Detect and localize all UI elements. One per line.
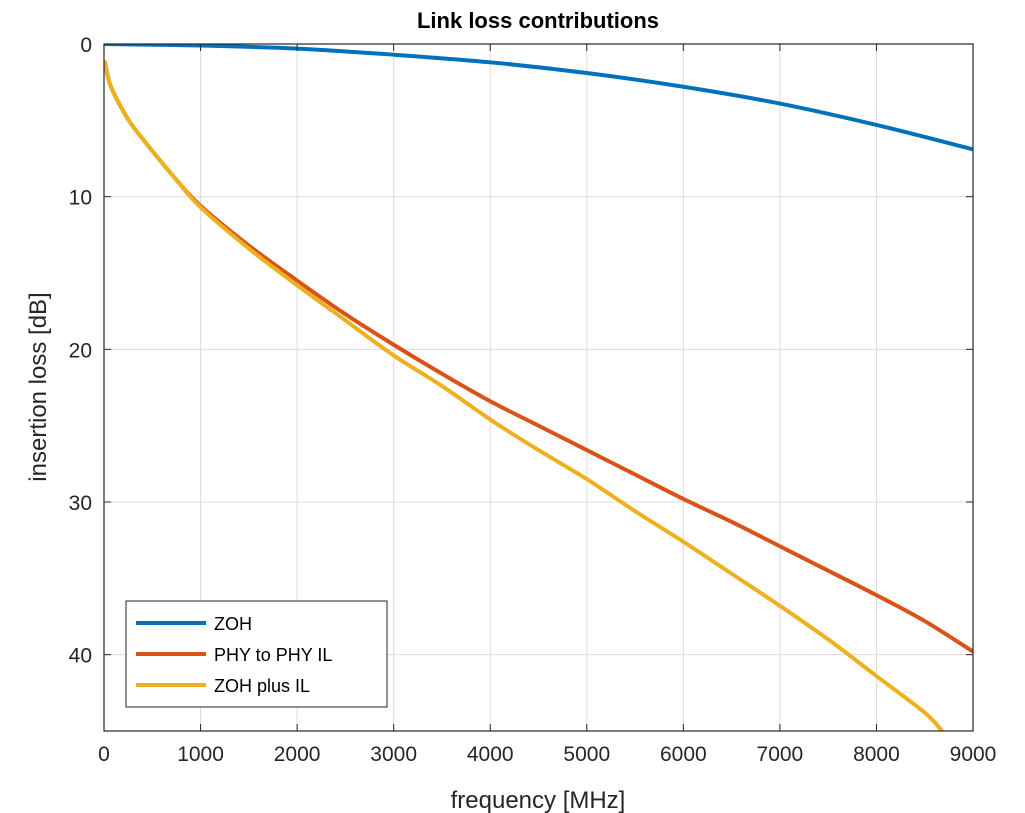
axis-ticks [103, 43, 974, 731]
chart-title: Link loss contributions [417, 8, 659, 33]
series-line-zoh [104, 44, 973, 152]
x-tick-label: 1000 [177, 743, 224, 766]
legend-label: ZOH [214, 614, 252, 634]
x-tick-label: 7000 [757, 743, 804, 766]
legend-label: ZOH plus IL [214, 676, 310, 696]
x-axis-label: frequency [MHz] [451, 787, 626, 813]
legend-item-zoh-plus-il: ZOH plus IL [136, 676, 310, 696]
y-tick-label: 20 [69, 339, 92, 362]
y-tick-labels: 0 10 20 30 40 [69, 34, 92, 668]
y-tick-label: 10 [69, 187, 92, 210]
x-tick-label: 9000 [950, 743, 997, 766]
x-tick-labels: 0 1000 2000 3000 4000 5000 6000 7000 8000 9000 [98, 743, 996, 766]
series-line-phy-to-phy-il [104, 60, 973, 654]
y-tick-label: 30 [69, 492, 92, 515]
y-tick-label: 40 [69, 645, 92, 668]
x-tick-label: 4000 [467, 743, 514, 766]
x-tick-label: 2000 [274, 743, 321, 766]
plot-frame [103, 43, 974, 732]
x-tick-label: 0 [98, 743, 110, 766]
legend-item-zoh: ZOH [136, 614, 252, 634]
legend-label: PHY to PHY IL [214, 645, 332, 665]
legend-item-phy-to-phy-il: PHY to PHY IL [136, 645, 332, 665]
x-tick-label: 5000 [563, 743, 610, 766]
series-line-zoh-plus-il [104, 60, 945, 731]
legend: ZOH PHY to PHY IL ZOH plus IL [125, 600, 388, 708]
y-tick-label: 0 [80, 34, 92, 57]
x-tick-label: 3000 [370, 743, 417, 766]
plot-lines [104, 44, 973, 731]
x-tick-label: 8000 [853, 743, 900, 766]
x-tick-label: 6000 [660, 743, 707, 766]
y-axis-label: insertion loss [dB] [25, 292, 52, 481]
